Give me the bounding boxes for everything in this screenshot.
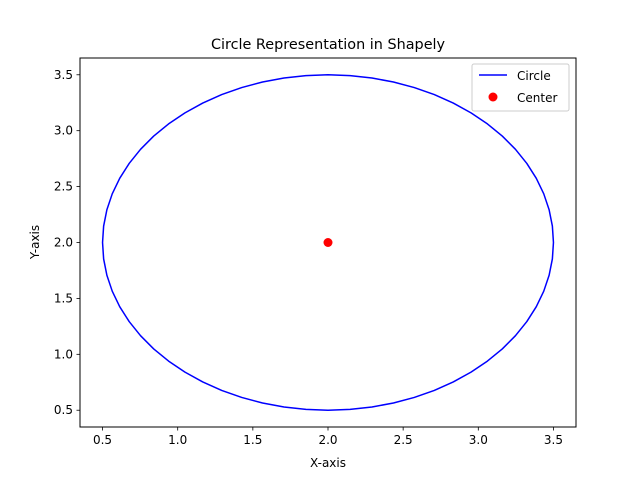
- y-tick-label: 2.5: [54, 180, 73, 194]
- x-tick-label: 2.0: [318, 433, 337, 447]
- x-tick-label: 3.0: [469, 433, 488, 447]
- y-axis: 0.5 1.0 1.5 2.0 2.5 3.0 3.5: [54, 68, 80, 417]
- y-tick-label: 0.5: [54, 403, 73, 417]
- x-tick-label: 3.5: [544, 433, 563, 447]
- x-axis: 0.5 1.0 1.5 2.0 2.5 3.0 3.5: [93, 427, 563, 447]
- x-axis-title: X-axis: [310, 456, 346, 470]
- y-tick-label: 1.0: [54, 347, 73, 361]
- y-tick-label: 1.5: [54, 291, 73, 305]
- circle-series-line: [101, 74, 555, 411]
- x-tick-label: 1.5: [243, 433, 262, 447]
- center-point: [323, 238, 333, 247]
- y-tick-label: 3.0: [54, 124, 73, 138]
- legend: Circle Center: [471, 63, 570, 112]
- legend-swatch-center: [488, 92, 498, 102]
- plot-area: [79, 57, 577, 428]
- x-tick-label: 2.5: [394, 433, 413, 447]
- y-axis-title: Y-axis: [28, 225, 42, 260]
- x-tick-label: 0.5: [93, 433, 112, 447]
- legend-label-center: Center: [517, 91, 557, 105]
- y-tick-label: 2.0: [54, 236, 73, 250]
- y-tick-label: 3.5: [54, 68, 73, 82]
- chart-title: Circle Representation in Shapely: [211, 37, 446, 53]
- legend-label-circle: Circle: [517, 69, 551, 83]
- x-tick-label: 1.0: [168, 433, 187, 447]
